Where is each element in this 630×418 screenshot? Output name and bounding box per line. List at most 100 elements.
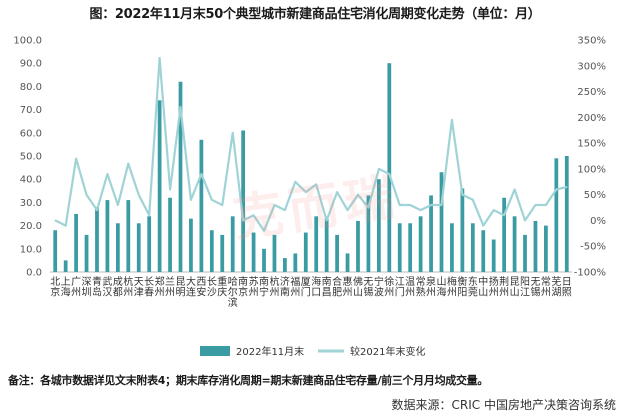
line-point xyxy=(211,199,213,201)
line-point xyxy=(336,191,338,193)
legend: 2022年11月末 较2021年末变化 xyxy=(200,345,425,358)
category-label: 常州 xyxy=(541,275,551,299)
bar xyxy=(63,260,68,272)
bar xyxy=(523,234,527,272)
category-label: 昆明 xyxy=(176,276,186,299)
category-label: 青岛 xyxy=(92,275,102,299)
y-right-tick-label: 150% xyxy=(577,139,606,150)
line-point xyxy=(378,168,380,170)
y-right-tick-label: 250% xyxy=(577,87,606,98)
category-label: 深圳 xyxy=(82,276,92,299)
bar xyxy=(241,130,246,272)
bar xyxy=(429,195,433,272)
bar xyxy=(408,223,413,272)
category-label: 荆州 xyxy=(499,275,509,299)
category-label: 宁波 xyxy=(374,275,384,299)
bar xyxy=(230,216,235,272)
category-label: 常熟 xyxy=(416,275,426,299)
category-label: 阳江 xyxy=(520,276,530,299)
category-label: 重庆 xyxy=(217,275,227,299)
y-left-tick-label: 20.0 xyxy=(20,221,42,232)
category-label: 南京 xyxy=(238,275,248,299)
category-label: 昆山 xyxy=(510,276,520,299)
line-point xyxy=(555,188,558,191)
line-point xyxy=(64,224,67,227)
line-point xyxy=(565,186,568,188)
line-point xyxy=(158,57,161,59)
bar xyxy=(53,230,58,272)
y-left-tick-label: 70.0 xyxy=(20,105,42,116)
line-point xyxy=(388,173,391,175)
chart-axes: 0.0 10.0 20.0 30.0 40.0 50.0 60.0 70.0 80.0 90.0 1… xyxy=(13,36,606,279)
bar xyxy=(491,239,496,272)
line-point xyxy=(106,173,109,175)
bar xyxy=(554,158,559,272)
line-point xyxy=(315,183,318,186)
category-label: 郑州 xyxy=(155,275,165,299)
category-label: 兰州 xyxy=(165,275,175,299)
line-point xyxy=(492,209,495,211)
legend-label: 较2021年末变化 xyxy=(350,345,425,358)
line-point xyxy=(231,132,234,134)
line-point xyxy=(357,193,359,196)
category-label: 南昌 xyxy=(322,275,332,299)
y-left-tick-label: 80.0 xyxy=(20,82,42,93)
line-point xyxy=(367,206,370,209)
line-point xyxy=(524,219,526,222)
category-label: 中山 xyxy=(478,275,488,299)
bar xyxy=(303,232,308,272)
bar xyxy=(397,223,402,272)
line-point xyxy=(346,209,349,211)
line-point xyxy=(75,157,77,160)
line-point xyxy=(117,204,119,206)
category-label: 江门 xyxy=(395,276,405,299)
bar xyxy=(512,216,517,272)
line-point xyxy=(252,214,255,217)
line-point xyxy=(137,193,140,196)
line-point xyxy=(242,219,244,222)
y-right-tick-label: 350% xyxy=(577,36,606,47)
bar xyxy=(126,200,131,272)
line-point xyxy=(472,199,474,201)
bar xyxy=(481,230,486,272)
y-left-tick-label: 10.0 xyxy=(20,244,42,255)
category-label: 济南 xyxy=(280,275,290,299)
category-label: 成都 xyxy=(113,276,123,299)
y-left-tick-label: 100.0 xyxy=(13,36,42,47)
line-point xyxy=(221,204,224,206)
bar xyxy=(418,216,423,272)
line-point xyxy=(127,162,130,165)
source-note: 数据来源：CRIC 中国房地产决策咨询系统 xyxy=(391,398,616,412)
line-point xyxy=(273,204,276,206)
bar xyxy=(356,220,360,272)
line-point xyxy=(534,204,537,206)
category-label: 杭州 xyxy=(269,275,279,299)
category-label: 芜湖 xyxy=(551,275,561,299)
bar xyxy=(544,225,548,272)
line-point xyxy=(482,224,485,227)
category-label: 日照 xyxy=(562,277,572,299)
line-point xyxy=(54,219,57,222)
category-label: 广州 xyxy=(71,276,81,299)
line-point xyxy=(409,204,411,206)
bar xyxy=(168,197,172,272)
y-right-tick-label: 50% xyxy=(584,190,606,201)
bar xyxy=(502,197,507,272)
line-point xyxy=(461,193,464,196)
bar xyxy=(450,223,454,272)
y-left-tick-label: 40.0 xyxy=(20,175,42,186)
category-label: 杭州 xyxy=(123,275,133,299)
category-label: 惠州 xyxy=(343,275,353,299)
line-point xyxy=(503,214,505,217)
bar xyxy=(178,81,183,272)
category-label: 武汉 xyxy=(102,275,112,299)
bar xyxy=(366,195,371,272)
line-point xyxy=(451,119,453,121)
line-point xyxy=(85,193,88,196)
bar-series xyxy=(53,63,569,273)
line-series-path xyxy=(54,56,568,232)
line-point xyxy=(200,173,203,175)
category-label: 徐州 xyxy=(384,275,394,299)
category-label: 无锡 xyxy=(530,277,540,299)
category-label: 哈尔滨 xyxy=(228,275,238,309)
